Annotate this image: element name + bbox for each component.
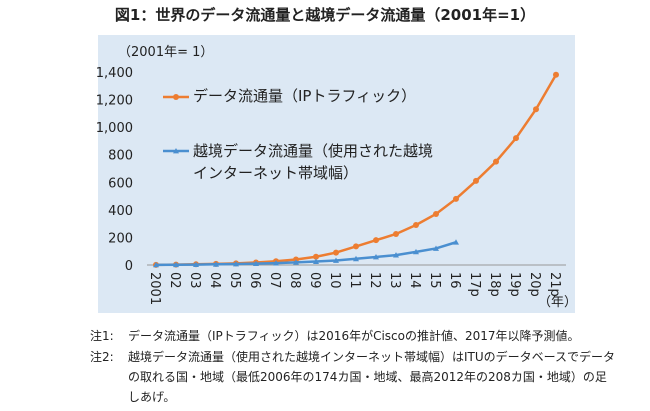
y-axis-label: （2001年= 1） [118, 45, 213, 60]
data-point [173, 261, 179, 268]
y-tick-label: 200 [108, 231, 133, 246]
x-tick-label: 07 [267, 272, 282, 289]
x-tick-label: 02 [167, 272, 182, 289]
data-point [433, 245, 439, 251]
x-tick-label: 20p [527, 272, 542, 297]
data-point [373, 254, 379, 260]
data-point [333, 257, 339, 263]
y-tick-label: 0 [125, 259, 133, 274]
data-point [293, 259, 299, 265]
y-tick-label: 800 [108, 149, 133, 164]
data-point [553, 71, 559, 78]
x-tick-label: 05 [227, 272, 242, 289]
x-tick-label: 11 [347, 272, 362, 289]
x-tick-label: 14 [407, 272, 422, 289]
y-tick-label: 600 [108, 176, 133, 191]
data-point [413, 222, 419, 229]
data-point [353, 243, 359, 250]
x-tick-label: 21p [547, 272, 562, 297]
y-tick-label: 400 [108, 204, 133, 219]
data-point [253, 260, 259, 267]
data-point [213, 261, 219, 267]
data-point [413, 248, 419, 255]
y-tick-label: 1,400 [96, 66, 133, 81]
x-tick-label: 18p [487, 272, 502, 297]
data-point [393, 230, 399, 237]
x-tick-label: 16 [447, 272, 462, 289]
note-text: データ流通量（IPトラフィック）は2016年がCiscoの推計値、2017年以降… [128, 329, 580, 343]
x-tick-label: 12 [367, 272, 382, 289]
x-axis-label: （年） [538, 295, 577, 310]
data-point [513, 135, 519, 142]
chart-title: 図1：世界のデータ流通量と越境データ流通量（2001年=1） [115, 6, 535, 24]
series-line [155, 241, 457, 267]
x-tick-label: 10 [327, 272, 342, 289]
note: 注1: データ流通量（IPトラフィック）は2016年がCiscoの推計値、201… [90, 326, 650, 348]
data-point [433, 210, 439, 217]
data-point [353, 255, 359, 262]
y-tick-label: 1,200 [96, 94, 133, 109]
data-point [453, 239, 459, 245]
x-tick-label: 2001 [147, 272, 162, 305]
x-tick-label: 13 [387, 272, 402, 289]
data-point [333, 249, 339, 256]
data-point [393, 252, 399, 258]
x-tick-label: 08 [287, 272, 302, 289]
data-point [533, 106, 539, 113]
note-label: 注1: [90, 329, 114, 343]
x-tick-label: 15 [427, 272, 442, 289]
data-point [273, 260, 279, 266]
x-tick-label: 19p [507, 272, 522, 297]
legend-swatch [173, 148, 179, 154]
data-point [233, 261, 239, 267]
note-text: 越境データ流通量（使用された越境インターネット帯域幅）はITUのデータベースでデ… [128, 350, 616, 404]
legend-swatch [173, 94, 179, 100]
note: 注2: 越境データ流通量（使用された越境インターネット帯域幅）はITUのデータベ… [90, 347, 650, 411]
y-tick-label: 1,000 [96, 121, 133, 136]
x-tick-label: 09 [307, 272, 322, 289]
data-point [313, 253, 319, 260]
legend-label: 越境データ流通量（使用された越境インターネット帯域幅） [193, 142, 434, 182]
data-point [373, 237, 379, 244]
note-label: 注2: [90, 350, 114, 364]
data-point [153, 261, 159, 268]
data-point [453, 195, 459, 202]
legend-label: データ流通量（IPトラフィック） [193, 87, 417, 105]
data-point [313, 258, 319, 264]
chart: 図1：世界のデータ流通量と越境データ流通量（2001年=1） （2001年= 1… [96, 6, 577, 313]
data-point [473, 177, 479, 184]
x-tick-label: 06 [247, 272, 262, 289]
x-tick-label: 17p [467, 272, 482, 297]
data-point [493, 158, 499, 165]
x-tick-label: 04 [207, 272, 222, 289]
x-tick-label: 03 [187, 272, 202, 289]
data-point [193, 261, 199, 267]
